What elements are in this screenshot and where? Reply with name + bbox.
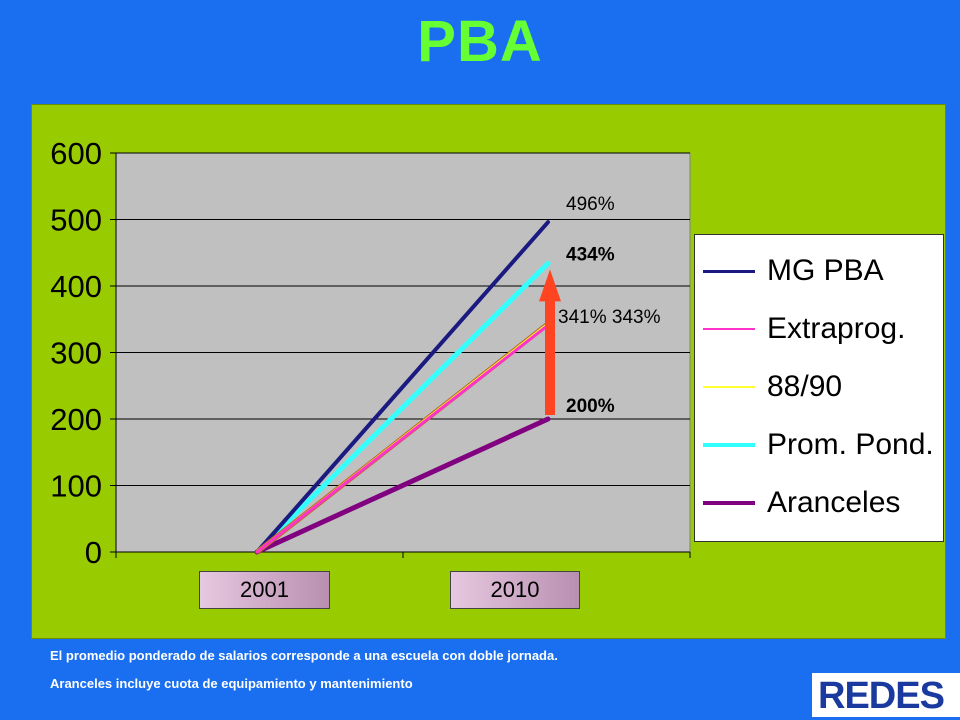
series-line-aranceles bbox=[254, 416, 551, 555]
legend-label-88-90: 88/90 bbox=[767, 370, 843, 403]
legend-item-88-90: 88/90 bbox=[695, 359, 943, 415]
legend-item-prom-pond: Prom. Pond. bbox=[695, 417, 943, 473]
legend-label-mg-pba: MG PBA bbox=[767, 254, 884, 287]
y-tick-label-0: 0 bbox=[85, 535, 102, 570]
redes-logo: REDES bbox=[812, 673, 960, 717]
legend-item-extraprog: Extraprog. bbox=[695, 301, 943, 357]
arrow-head bbox=[539, 269, 561, 302]
annotation-200: 200% bbox=[566, 396, 615, 417]
legend-swatch-extraprog bbox=[703, 328, 755, 330]
legend-label-aranceles: Aranceles bbox=[767, 486, 901, 519]
legend-label-extraprog: Extraprog. bbox=[767, 312, 906, 345]
y-tick-label-500: 500 bbox=[50, 203, 102, 238]
series-line-prom-pond bbox=[254, 260, 551, 555]
page-title: PBA bbox=[417, 9, 543, 74]
annotation-496: 496% bbox=[566, 194, 615, 215]
footnote-aranceles: Aranceles incluye cuota de equipamiento … bbox=[50, 676, 413, 691]
line-chart: 0 100 200 300 400 500 600 496% 434% 341% 343% 200% bbox=[50, 136, 691, 570]
legend-swatch-mg-pba bbox=[703, 269, 755, 273]
annotation-434: 434% bbox=[566, 244, 615, 265]
annotation-341-343: 341% 343% bbox=[558, 307, 661, 328]
chart-legend: MG PBA Extraprog. 88/90 Prom. Pond. Arancele… bbox=[694, 234, 944, 542]
legend-swatch-prom-pond bbox=[703, 443, 755, 447]
y-tick-label-600: 600 bbox=[50, 136, 102, 171]
legend-swatch-aranceles bbox=[703, 501, 755, 505]
y-tick-label-200: 200 bbox=[50, 402, 102, 437]
series-line-mg-pba bbox=[255, 220, 550, 554]
arrow-shaft bbox=[545, 299, 555, 415]
legend-item-mg-pba: MG PBA bbox=[695, 243, 943, 299]
legend-swatch-88-90 bbox=[703, 386, 755, 388]
legend-item-aranceles: Aranceles bbox=[695, 475, 943, 531]
y-tick-label-100: 100 bbox=[50, 469, 102, 504]
category-label-2001: 2001 bbox=[199, 571, 330, 609]
logo-text: REDES bbox=[818, 675, 945, 717]
y-tick-label-300: 300 bbox=[50, 336, 102, 371]
series-line-extraprog bbox=[255, 323, 550, 554]
category-label-2010: 2010 bbox=[450, 571, 580, 609]
footnote-weighted-average: El promedio ponderado de salarios corres… bbox=[50, 648, 558, 663]
y-tick-label-400: 400 bbox=[50, 269, 102, 304]
legend-label-prom-pond: Prom. Pond. bbox=[767, 428, 934, 461]
